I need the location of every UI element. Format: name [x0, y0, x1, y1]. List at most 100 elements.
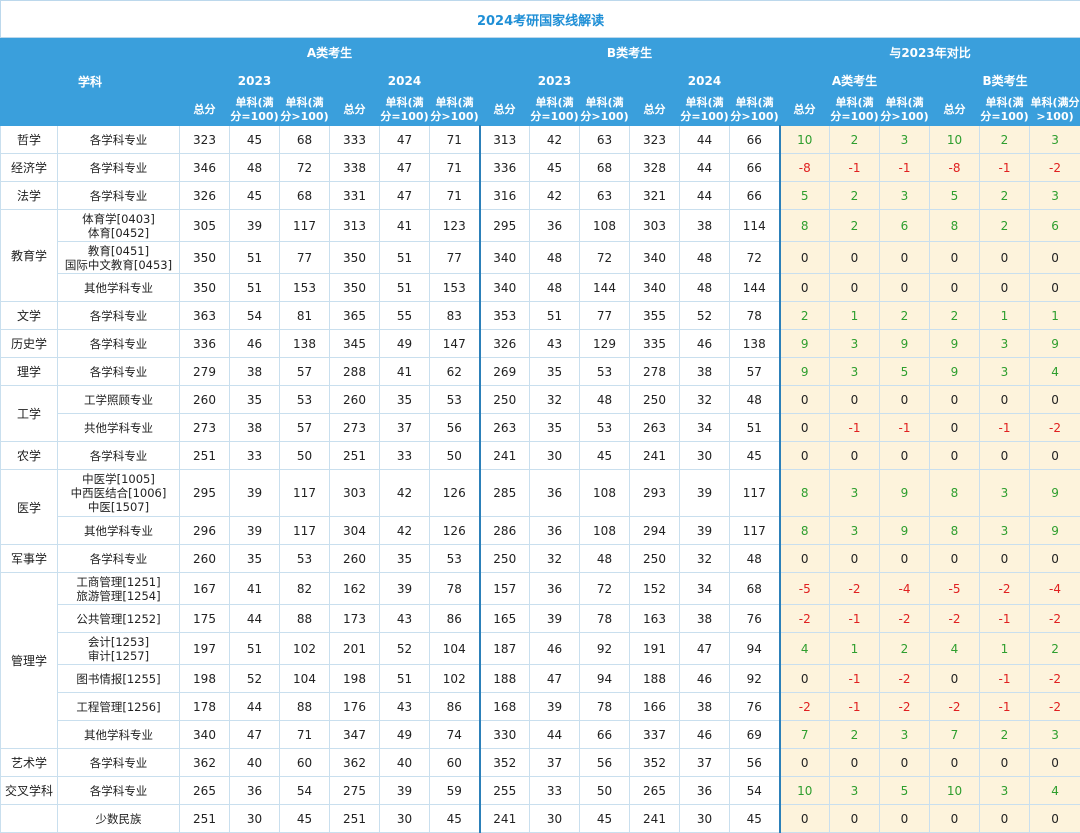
score-cell: 66	[730, 154, 780, 182]
score-cell: 117	[730, 517, 780, 545]
change-cell: 3	[830, 330, 880, 358]
score-cell: 37	[680, 749, 730, 777]
change-cell: -1	[980, 665, 1030, 693]
header-s100: 单科(满分=100)	[230, 94, 280, 126]
score-cell: 295	[480, 210, 530, 242]
change-cell: -2	[1030, 414, 1080, 442]
header-a-2023: 2023	[180, 68, 330, 94]
change-cell: 8	[930, 210, 980, 242]
change-cell: 0	[1030, 545, 1080, 573]
change-cell: -2	[780, 693, 830, 721]
score-cell: 45	[530, 154, 580, 182]
score-cell: 42	[530, 126, 580, 154]
score-cell: 251	[180, 805, 230, 833]
score-cell: 251	[330, 442, 380, 470]
score-cell: 250	[630, 545, 680, 573]
score-cell: 51	[230, 274, 280, 302]
change-cell: 0	[1030, 805, 1080, 833]
score-cell: 275	[330, 777, 380, 805]
score-cell: 138	[730, 330, 780, 358]
change-cell: -1	[980, 693, 1030, 721]
score-cell: 92	[580, 633, 630, 665]
change-cell: 3	[1030, 126, 1080, 154]
score-cell: 321	[630, 182, 680, 210]
change-cell: 9	[880, 330, 930, 358]
score-cell: 63	[580, 126, 630, 154]
score-cell: 34	[680, 414, 730, 442]
score-cell: 45	[730, 442, 780, 470]
score-cell: 176	[330, 693, 380, 721]
score-cell: 188	[630, 665, 680, 693]
score-cell: 102	[280, 633, 330, 665]
header-total: 总分	[630, 94, 680, 126]
change-cell: 0	[1030, 274, 1080, 302]
score-cell: 57	[280, 358, 330, 386]
score-cell: 68	[280, 126, 330, 154]
change-cell: 8	[780, 470, 830, 517]
change-cell: 5	[930, 182, 980, 210]
change-cell: 8	[930, 470, 980, 517]
score-cell: 355	[630, 302, 680, 330]
score-cell: 42	[380, 517, 430, 545]
score-cell: 326	[180, 182, 230, 210]
change-cell: -1	[880, 154, 930, 182]
score-cell: 285	[480, 470, 530, 517]
major-cell: 工学照顾专业	[58, 386, 180, 414]
score-cell: 39	[680, 517, 730, 545]
score-cell: 114	[730, 210, 780, 242]
change-cell: -2	[930, 605, 980, 633]
score-cell: 328	[630, 154, 680, 182]
score-cell: 165	[480, 605, 530, 633]
score-cell: 30	[530, 805, 580, 833]
score-cell: 39	[530, 693, 580, 721]
score-cell: 294	[630, 517, 680, 545]
major-cell: 各学科专业	[58, 545, 180, 573]
change-cell: 10	[930, 777, 980, 805]
score-cell: 39	[380, 573, 430, 605]
score-cell: 350	[180, 274, 230, 302]
change-cell: 9	[1030, 330, 1080, 358]
change-cell: -1	[980, 414, 1030, 442]
score-cell: 263	[480, 414, 530, 442]
change-cell: -1	[830, 154, 880, 182]
score-cell: 88	[280, 693, 330, 721]
score-cell: 323	[180, 126, 230, 154]
change-cell: 2	[1030, 633, 1080, 665]
header-total: 总分	[780, 94, 830, 126]
score-cell: 178	[180, 693, 230, 721]
score-cell: 279	[180, 358, 230, 386]
score-cell: 340	[630, 242, 680, 274]
change-cell: 0	[930, 749, 980, 777]
score-cell: 33	[380, 442, 430, 470]
score-cell: 363	[180, 302, 230, 330]
change-cell: 5	[880, 358, 930, 386]
score-cell: 81	[280, 302, 330, 330]
score-cell: 71	[430, 182, 480, 210]
header-cmp-a: A类考生	[780, 68, 930, 94]
score-cell: 78	[580, 605, 630, 633]
score-cell: 108	[580, 470, 630, 517]
change-cell: -2	[880, 693, 930, 721]
score-cell: 303	[630, 210, 680, 242]
score-cell: 54	[230, 302, 280, 330]
change-cell: -2	[780, 605, 830, 633]
score-cell: 48	[680, 274, 730, 302]
change-cell: 0	[980, 749, 1030, 777]
score-cell: 53	[580, 358, 630, 386]
header-s100: 单科(满分=100)	[830, 94, 880, 126]
change-cell: 8	[780, 210, 830, 242]
score-cell: 117	[280, 210, 330, 242]
change-cell: 2	[980, 721, 1030, 749]
score-cell: 336	[180, 330, 230, 358]
score-cell: 44	[230, 693, 280, 721]
score-cell: 38	[680, 358, 730, 386]
score-cell: 241	[480, 442, 530, 470]
score-cell: 187	[480, 633, 530, 665]
score-cell: 36	[230, 777, 280, 805]
score-cell: 43	[530, 330, 580, 358]
score-cell: 57	[730, 358, 780, 386]
